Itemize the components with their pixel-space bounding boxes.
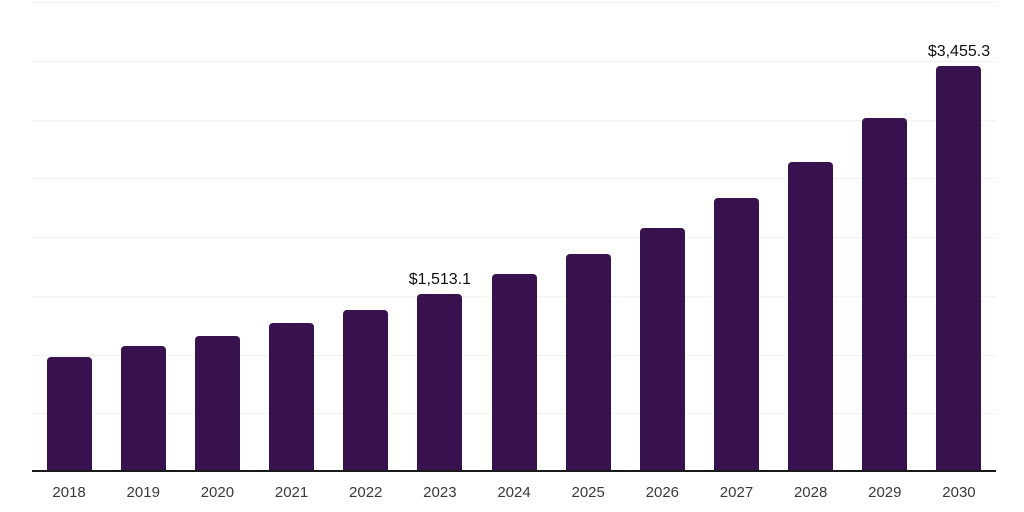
bar [194, 335, 240, 472]
gridline [32, 60, 996, 62]
x-axis-tick-label: 2018 [52, 484, 86, 501]
gridline [32, 2, 996, 3]
bar [269, 323, 315, 472]
x-axis-tick-label: 2026 [645, 484, 680, 501]
bar [788, 161, 834, 472]
x-axis-tick-label: 2025 [571, 484, 605, 501]
x-axis-tick-label: 2028 [793, 484, 828, 501]
bar-column [551, 2, 625, 472]
gridline [32, 178, 996, 180]
bar [862, 118, 908, 472]
bar-column [329, 2, 403, 472]
bar-column: $1,513.1 [403, 2, 477, 472]
bar [565, 253, 611, 472]
x-axis-tick-labels: 2018 2019 2020 2021 2022 2023 2024 2025 2026 2027… [32, 484, 996, 502]
x-axis-line [32, 470, 996, 472]
x-axis-tick-label: 2022 [349, 484, 383, 501]
gridline [32, 119, 996, 121]
bar-value-label: $3,455.3 [927, 43, 991, 61]
bar [639, 228, 685, 472]
gridline [32, 237, 996, 238]
bar [46, 357, 92, 472]
bar-column [32, 2, 106, 472]
bar-column [180, 2, 254, 472]
x-axis-tick-label: 2029 [868, 484, 902, 501]
bar [343, 309, 389, 472]
x-axis-tick-label: 2021 [274, 484, 309, 501]
bar-value-label: $1,513.1 [408, 271, 471, 289]
bar [491, 273, 537, 472]
bar-column [774, 2, 848, 472]
x-axis-tick-label: 2027 [719, 484, 754, 501]
x-axis-tick-label: 2024 [497, 484, 531, 501]
x-axis-tick-label: 2019 [126, 484, 160, 501]
bar [120, 346, 166, 472]
bar-column [477, 2, 551, 472]
bar-column [625, 2, 699, 472]
x-axis-tick-label: 2023 [423, 484, 457, 501]
bar [417, 294, 463, 472]
bar-series: $1,513.1 $3,455.3 [32, 2, 996, 472]
plot-area: $1,513.1 $3,455.3 [32, 2, 996, 472]
bar-column [699, 2, 773, 472]
bar [936, 66, 982, 472]
x-axis-tick-label: 2030 [942, 484, 976, 501]
bar-column [254, 2, 328, 472]
bar-column [848, 2, 922, 472]
bar-column [106, 2, 180, 472]
x-axis-tick-label: 2020 [200, 484, 235, 501]
bar [713, 198, 759, 472]
bar-column: $3,455.3 [922, 2, 996, 472]
